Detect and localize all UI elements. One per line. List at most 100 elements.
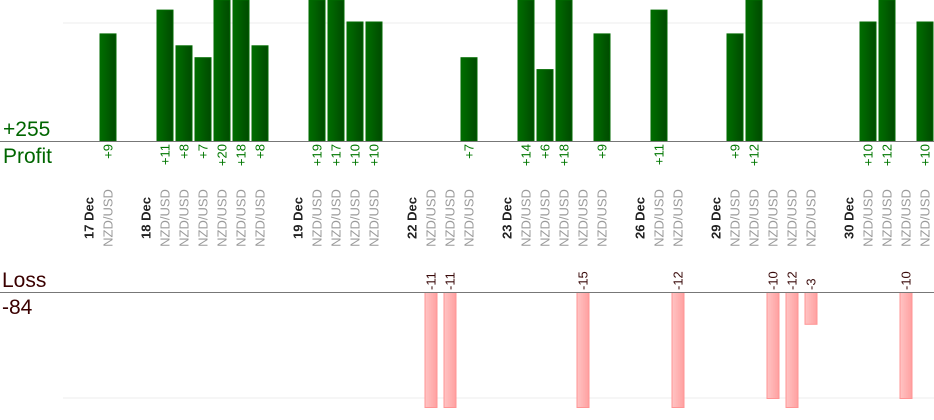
profit-bar bbox=[99, 33, 117, 142]
profit-bar bbox=[878, 0, 896, 142]
profit-value-label: +18 bbox=[557, 144, 572, 166]
loss-bar bbox=[671, 292, 685, 408]
date-label: 22 Dec bbox=[405, 197, 420, 239]
pair-label: NZD/USD bbox=[899, 189, 914, 247]
loss-bar bbox=[899, 292, 913, 399]
pair-label: NZD/USD bbox=[253, 189, 268, 247]
profit-value-label: +10 bbox=[918, 144, 933, 166]
pair-label: NZD/USD bbox=[367, 189, 382, 247]
loss-value-label: -12 bbox=[671, 271, 686, 290]
pair-label: NZD/USD bbox=[918, 189, 933, 247]
profit-value-label: +19 bbox=[310, 144, 325, 166]
pair-label: NZD/USD bbox=[234, 189, 249, 247]
pair-label: NZD/USD bbox=[196, 189, 211, 247]
pair-label: NZD/USD bbox=[766, 189, 781, 247]
loss-value-label: -15 bbox=[576, 271, 591, 290]
loss-bar bbox=[576, 292, 590, 408]
date-label: 23 Dec bbox=[500, 197, 515, 239]
pair-label: NZD/USD bbox=[348, 189, 363, 247]
profit-value-label: +8 bbox=[253, 144, 268, 159]
loss-value-label: -11 bbox=[443, 272, 458, 290]
pair-label: NZD/USD bbox=[462, 189, 477, 247]
pair-label: NZD/USD bbox=[880, 189, 895, 247]
profit-value-label: +11 bbox=[158, 144, 173, 165]
pair-label: NZD/USD bbox=[557, 189, 572, 247]
loss-label: Loss bbox=[2, 269, 46, 292]
profit-bar bbox=[327, 0, 345, 142]
pair-label: NZD/USD bbox=[158, 189, 173, 247]
date-label: 19 Dec bbox=[291, 197, 306, 239]
pair-label: NZD/USD bbox=[804, 189, 819, 247]
loss-total: -84 bbox=[2, 296, 33, 319]
loss-value-label: -10 bbox=[899, 271, 914, 290]
profit-bar bbox=[365, 21, 383, 142]
loss-bar bbox=[443, 292, 457, 408]
profit-bar bbox=[156, 9, 174, 142]
profit-value-label: +11 bbox=[652, 144, 667, 165]
profit-bar bbox=[175, 45, 193, 142]
profit-bar bbox=[726, 33, 744, 142]
profit-value-label: +10 bbox=[348, 144, 363, 166]
profit-value-label: +10 bbox=[861, 144, 876, 166]
loss-bar bbox=[766, 292, 780, 399]
profit-value-label: +12 bbox=[880, 144, 895, 166]
profit-bar bbox=[916, 21, 934, 142]
date-label: 30 Dec bbox=[842, 197, 857, 239]
profit-label: Profit bbox=[3, 145, 52, 168]
profit-value-label: +9 bbox=[728, 144, 743, 159]
pair-label: NZD/USD bbox=[861, 189, 876, 247]
profit-bar bbox=[213, 0, 231, 142]
pair-label: NZD/USD bbox=[101, 189, 116, 247]
loss-value-label: -3 bbox=[804, 278, 819, 290]
pair-label: NZD/USD bbox=[538, 189, 553, 247]
profit-value-label: +9 bbox=[101, 144, 116, 159]
loss-value-label: -11 bbox=[424, 272, 439, 290]
profit-bar bbox=[460, 57, 478, 142]
pair-label: NZD/USD bbox=[215, 189, 230, 247]
loss-bar bbox=[424, 292, 438, 408]
profit-bar bbox=[346, 21, 364, 142]
pair-label: NZD/USD bbox=[595, 189, 610, 247]
pair-label: NZD/USD bbox=[424, 189, 439, 247]
profit-value-label: +18 bbox=[234, 144, 249, 166]
profit-value-label: +7 bbox=[196, 144, 211, 159]
pair-label: NZD/USD bbox=[747, 189, 762, 247]
pair-label: NZD/USD bbox=[329, 189, 344, 247]
profit-bar bbox=[308, 0, 326, 142]
profit-bar bbox=[650, 9, 668, 142]
profit-total: +255 bbox=[3, 118, 50, 141]
pair-label: NZD/USD bbox=[443, 189, 458, 247]
profit-value-label: +9 bbox=[595, 144, 610, 159]
date-label: 29 Dec bbox=[709, 197, 724, 239]
profit-value-label: +20 bbox=[215, 144, 230, 166]
profit-value-label: +10 bbox=[367, 144, 382, 166]
profit-value-label: +6 bbox=[538, 144, 553, 159]
loss-value-label: -12 bbox=[785, 271, 800, 290]
pair-label: NZD/USD bbox=[728, 189, 743, 247]
profit-bar bbox=[517, 0, 535, 142]
date-label: 18 Dec bbox=[139, 197, 154, 239]
profit-value-label: +14 bbox=[519, 144, 534, 166]
pair-label: NZD/USD bbox=[177, 189, 192, 247]
profit-value-label: +8 bbox=[177, 144, 192, 159]
profit-bar bbox=[555, 0, 573, 142]
loss-bar bbox=[804, 292, 818, 325]
profit-value-label: +17 bbox=[329, 144, 344, 166]
profit-bar bbox=[251, 45, 269, 142]
profit-bar bbox=[536, 69, 554, 142]
loss-bar bbox=[785, 292, 799, 408]
profit-bar bbox=[745, 0, 763, 142]
date-label: 17 Dec bbox=[82, 197, 97, 239]
pair-label: NZD/USD bbox=[519, 189, 534, 247]
profit-bar bbox=[194, 57, 212, 142]
pair-label: NZD/USD bbox=[576, 189, 591, 247]
pair-label: NZD/USD bbox=[652, 189, 667, 247]
profit-value-label: +7 bbox=[462, 144, 477, 159]
loss-value-label: -10 bbox=[766, 271, 781, 290]
pair-label: NZD/USD bbox=[785, 189, 800, 247]
date-label: 26 Dec bbox=[633, 197, 648, 239]
profit-bar bbox=[232, 0, 250, 142]
profit-value-label: +12 bbox=[747, 144, 762, 166]
profit-bar bbox=[593, 33, 611, 142]
